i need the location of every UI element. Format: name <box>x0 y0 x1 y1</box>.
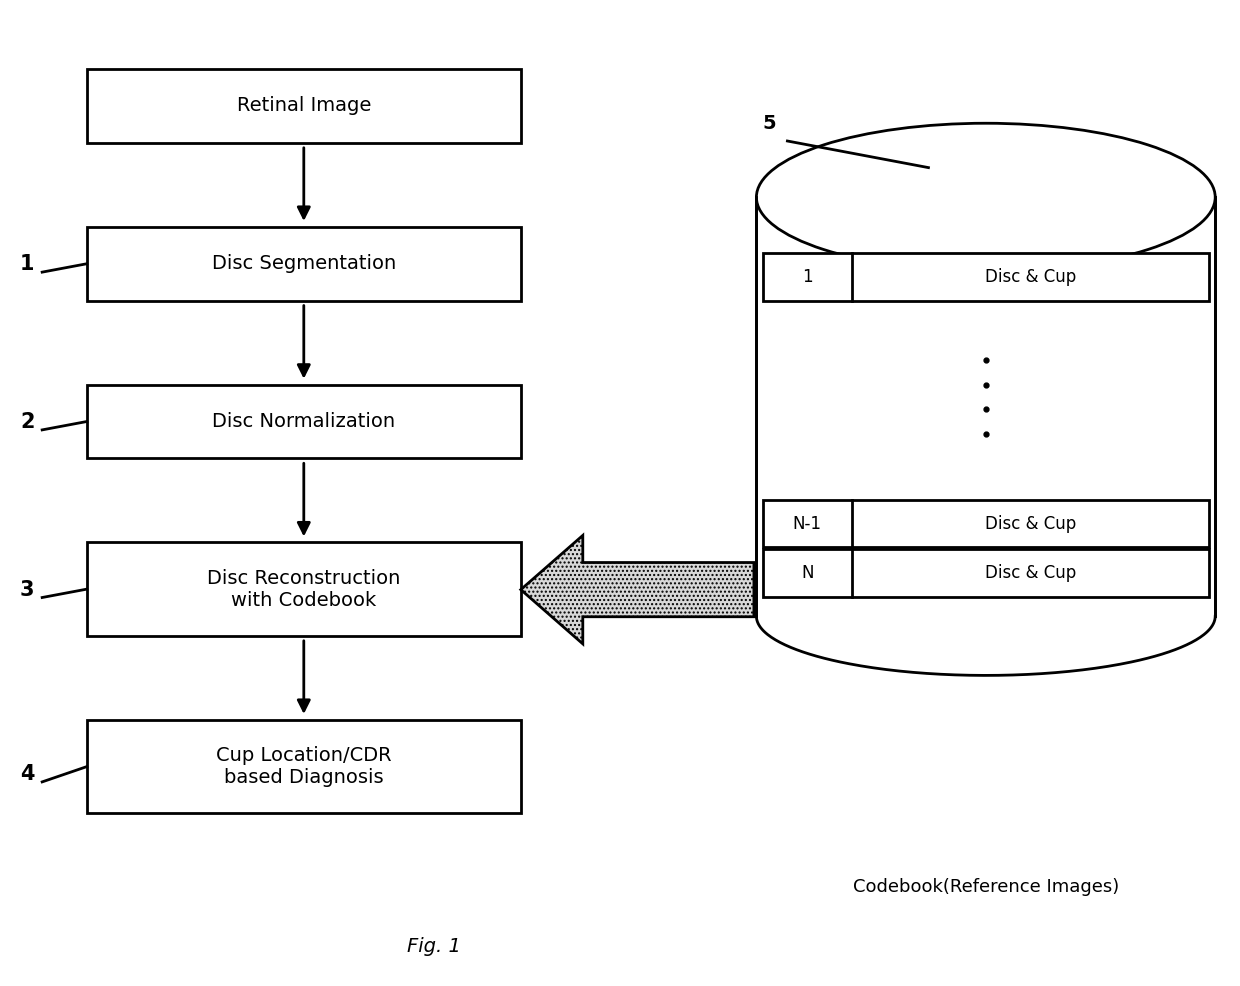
Text: Disc & Cup: Disc & Cup <box>985 268 1076 286</box>
FancyBboxPatch shape <box>87 227 521 301</box>
Text: Disc Normalization: Disc Normalization <box>212 412 396 431</box>
Text: 1: 1 <box>802 268 812 286</box>
FancyBboxPatch shape <box>87 69 521 143</box>
FancyBboxPatch shape <box>763 549 1209 597</box>
Text: 2: 2 <box>20 412 35 432</box>
Text: 4: 4 <box>20 764 35 784</box>
Text: Retinal Image: Retinal Image <box>237 97 371 115</box>
Ellipse shape <box>756 123 1215 271</box>
Text: 1: 1 <box>20 254 35 274</box>
Text: N: N <box>801 564 813 582</box>
FancyBboxPatch shape <box>763 253 1209 301</box>
Text: Disc & Cup: Disc & Cup <box>985 515 1076 532</box>
Text: Cup Location/CDR
based Diagnosis: Cup Location/CDR based Diagnosis <box>216 746 392 787</box>
FancyBboxPatch shape <box>763 500 1209 547</box>
FancyBboxPatch shape <box>756 197 1215 616</box>
Text: 3: 3 <box>20 580 35 599</box>
Text: Fig. 1: Fig. 1 <box>407 937 461 956</box>
Text: 5: 5 <box>763 113 775 133</box>
FancyBboxPatch shape <box>87 385 521 458</box>
Text: Disc & Cup: Disc & Cup <box>985 564 1076 582</box>
FancyBboxPatch shape <box>87 720 521 813</box>
Text: Disc Reconstruction
with Codebook: Disc Reconstruction with Codebook <box>207 569 401 609</box>
FancyBboxPatch shape <box>87 542 521 636</box>
Polygon shape <box>521 535 754 644</box>
Text: Codebook(Reference Images): Codebook(Reference Images) <box>853 879 1118 896</box>
Text: Disc Segmentation: Disc Segmentation <box>212 254 396 273</box>
Text: N-1: N-1 <box>792 515 822 532</box>
